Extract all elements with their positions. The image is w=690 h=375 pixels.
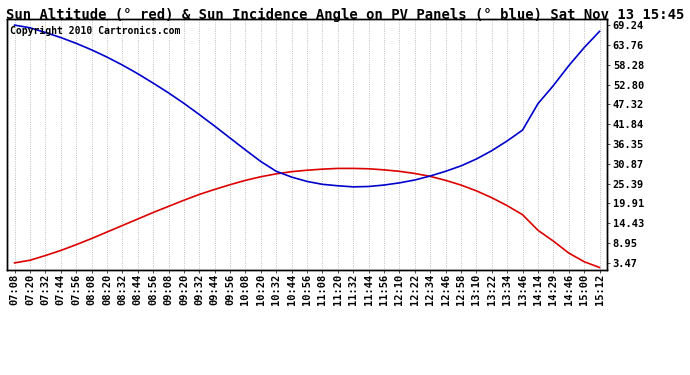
Text: Sun Altitude (° red) & Sun Incidence Angle on PV Panels (° blue) Sat Nov 13 15:4: Sun Altitude (° red) & Sun Incidence Ang… (6, 8, 684, 22)
Text: Copyright 2010 Cartronics.com: Copyright 2010 Cartronics.com (10, 26, 180, 36)
